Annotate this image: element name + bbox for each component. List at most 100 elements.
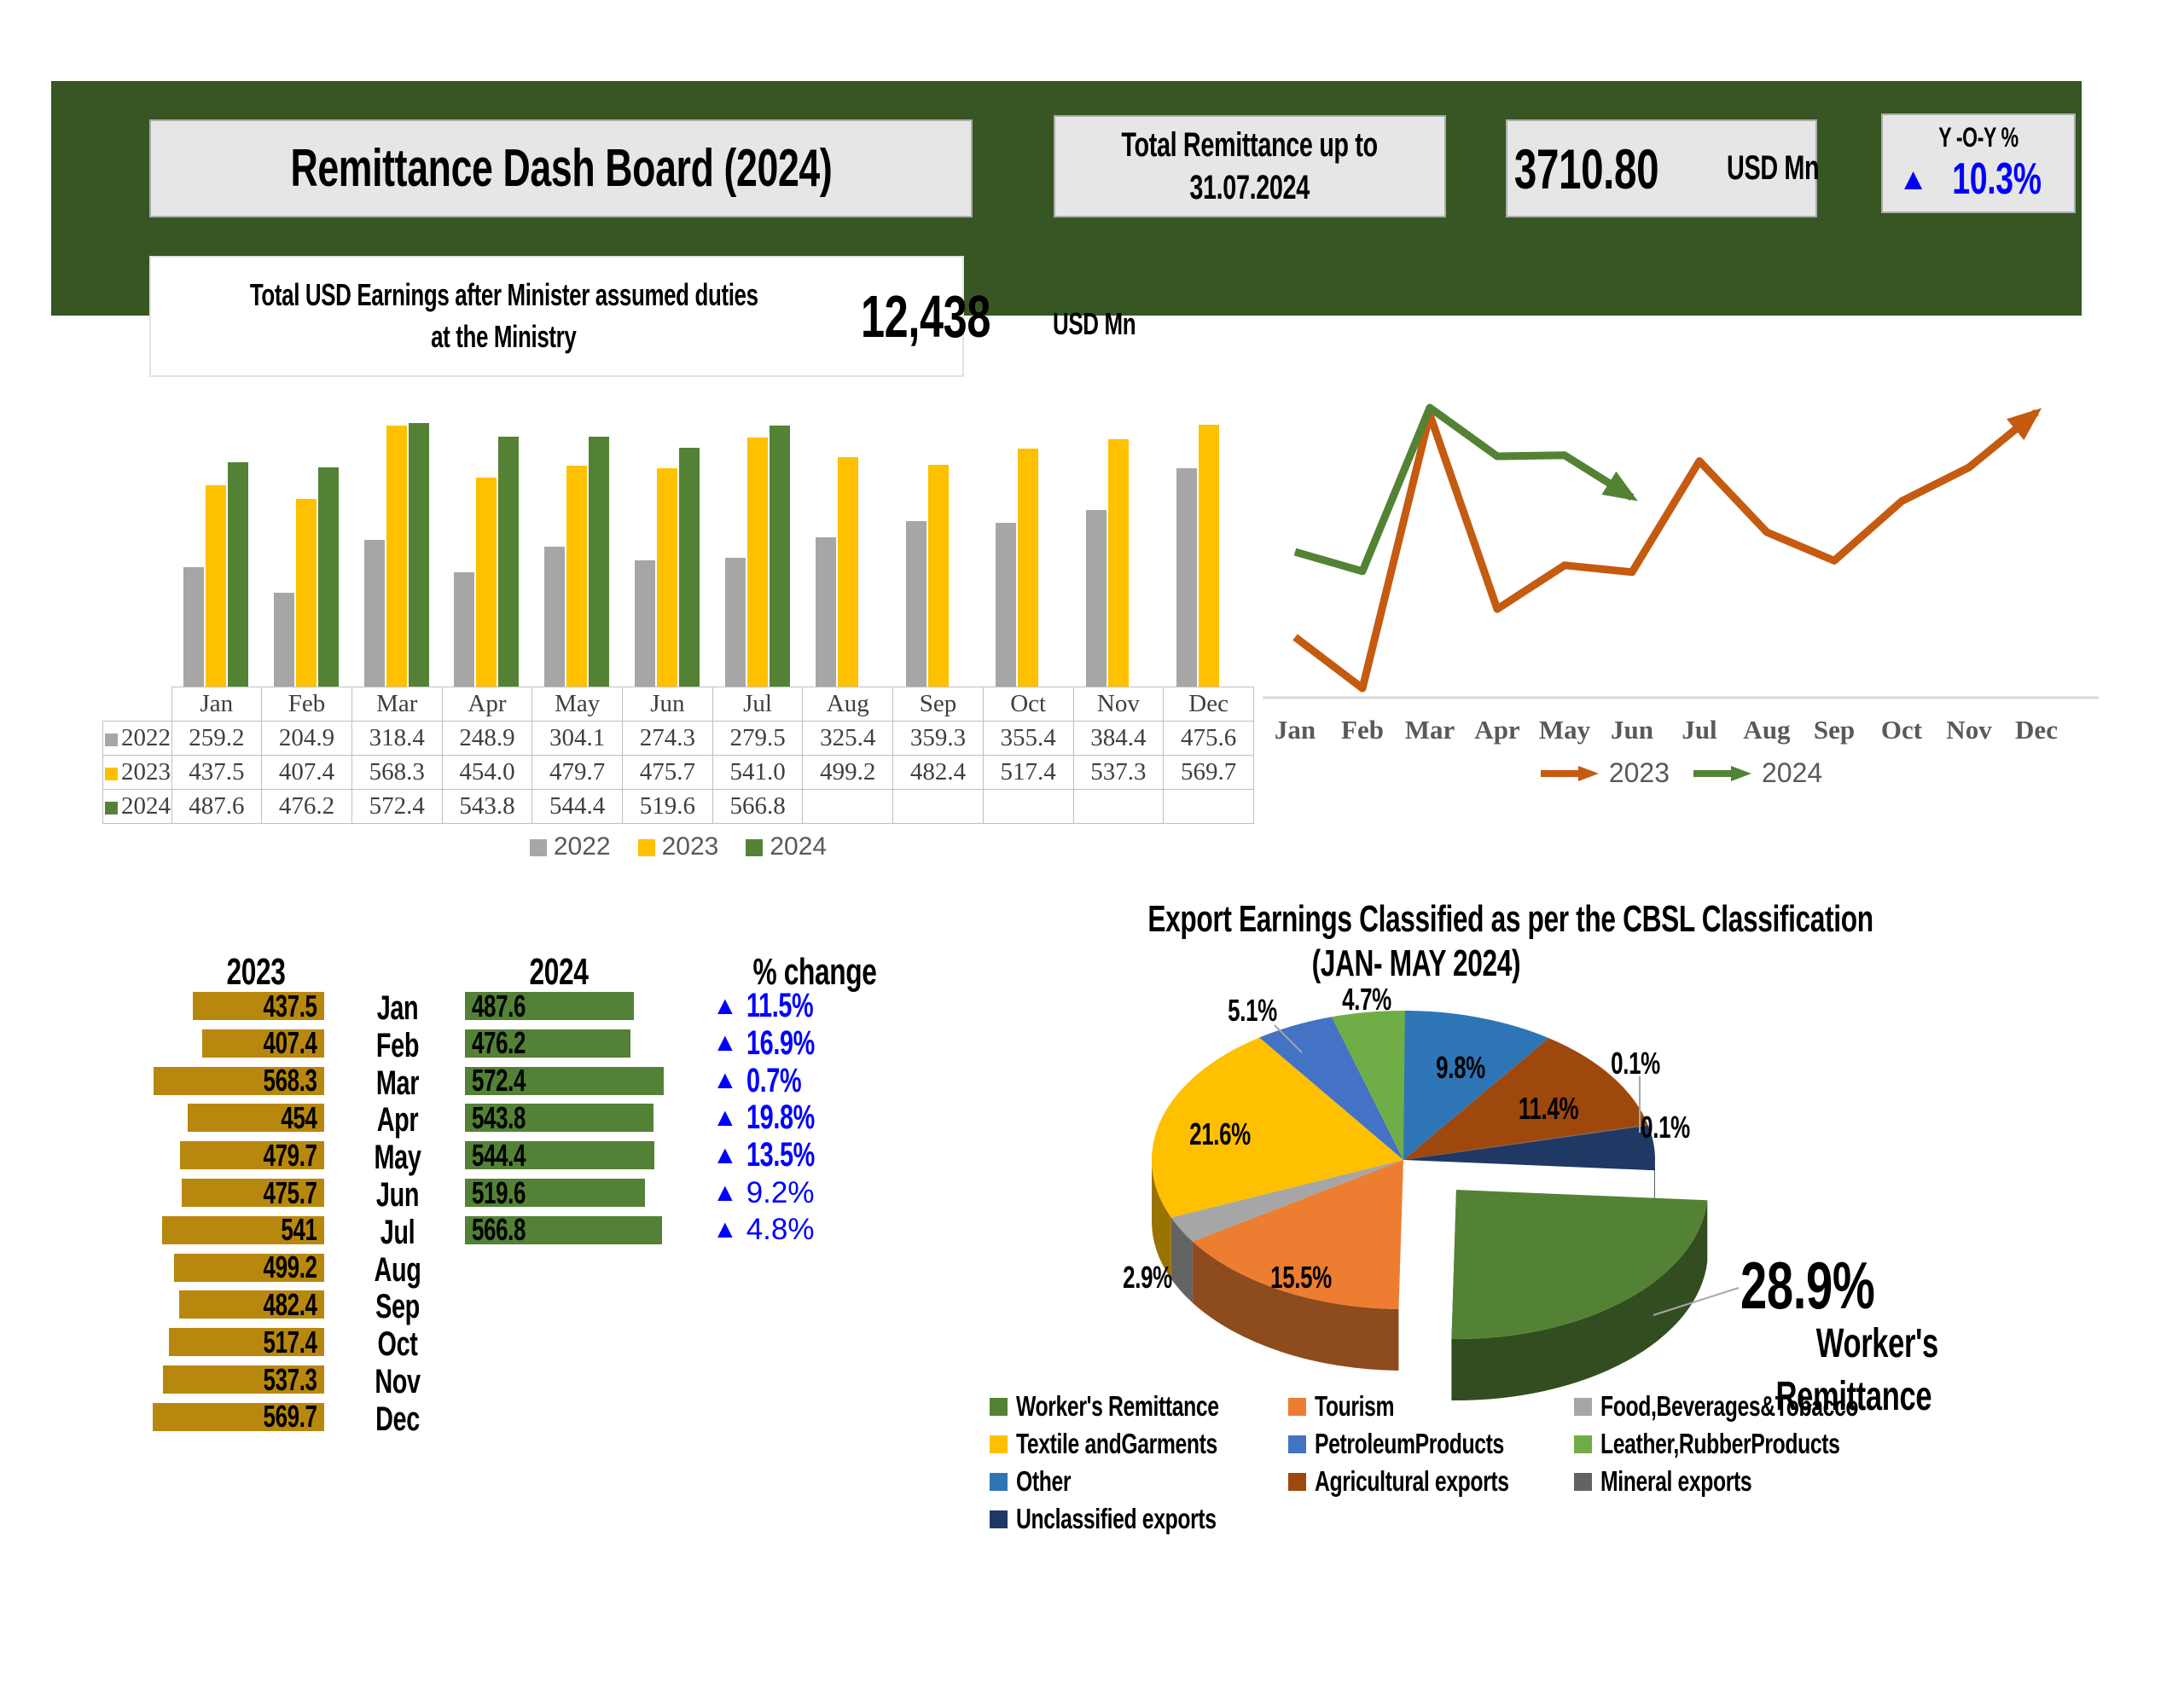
yoy-value: 10.3% [1952,154,2042,204]
table-cell: 304.1 [531,721,624,756]
up-triangle-icon: ▲ [1897,161,1929,196]
table-col-header: Nov [1072,687,1165,722]
pct-change-Jan: ▲ 11.5% [712,987,813,1024]
pct-change-Jul: ▲ 4.8% [712,1213,815,1247]
bar-2024-May [589,436,610,687]
green-bar-Apr: 543.8 [465,1100,654,1135]
comparison-month-Dec: Dec [375,1400,420,1438]
legend-swatch-icon [1288,1435,1306,1453]
legend-arrow-icon [1540,765,1599,781]
total-remittance-label-panel[interactable]: Total Remittance up to 31.07.2024 [1054,115,1446,217]
page-title: Remittance Dash Board (2024) [290,139,832,198]
table-cell: 274.3 [622,721,713,756]
table-cell: 572.4 [351,789,443,824]
table-cell: 537.3 [1072,755,1165,790]
legend-swatch-icon [105,767,118,780]
line-axis-label-Dec: Dec [2015,715,2058,745]
table-cell: 544.4 [531,789,624,824]
table-cell [802,789,894,824]
table-cell: 355.4 [982,721,1074,756]
up-triangle-icon: ▲ [712,1103,738,1132]
legend-swatch-icon [990,1472,1008,1491]
pie-legend-item-Food,Beverages&Tobacco: Food,Beverages&Tobacco [1574,1390,1944,1423]
pie-callout-line1: Worker's [1816,1321,1939,1366]
table-cell: 566.8 [712,789,804,824]
pie-legend-item-Tourism: Tourism [1288,1390,1420,1423]
bar-2024-Jan [227,462,248,687]
bar-2022-Jan [183,567,204,687]
table-col-header: Oct [982,687,1074,722]
legend-swatch-icon [529,839,547,857]
up-triangle-icon: ▲ [712,1178,738,1207]
line-series-2023 [1292,408,2042,693]
gold-bar-Oct: 517.4 [168,1325,324,1359]
line-series-2024 [1293,403,1638,576]
table-corner-cell [102,687,171,722]
pct-change-Mar: ▲ 0.7% [712,1061,801,1099]
table-col-header: Jun [622,687,713,722]
bar-2023-Apr [476,478,497,687]
line-axis-label-Sep: Sep [1813,715,1856,745]
up-triangle-icon: ▲ [712,1215,738,1244]
table-cell: 204.9 [261,721,352,756]
pie-callout-line2: Remittance [1775,1374,1932,1420]
bar-2023-Feb [295,499,317,687]
earnings-unit: USD Mn [1052,306,1136,341]
bar-2024-Apr [498,436,520,687]
yoy-panel[interactable]: Y -O-Y % ▲ 10.3% [1881,113,2076,213]
pie-legend-item-Worker's Remittance: Worker's Remittance [990,1390,1287,1423]
table-row-label: 2023 [102,755,172,790]
gold-bar-Nov: 537.3 [162,1362,324,1397]
pie-legend-item-Leather,RubberProducts: Leather,RubberProducts [1574,1428,1920,1460]
bar-2023-Nov [1108,439,1130,687]
green-bar-May: 544.4 [465,1138,654,1173]
pct-change-Feb: ▲ 16.9% [712,1023,815,1062]
pie-chart-legend: Worker's Remittance Tourism Food,Beverages… [990,1390,2048,1544]
legend-swatch-icon [1288,1397,1306,1416]
monthly-data-table[interactable]: Jan Feb Mar Apr May Jun Jul Aug Sep Oct Nov Dec 2022… [102,687,1254,824]
pie-label-Textile andGarments: 21.6% [1189,1116,1251,1151]
bar-2022-Jun [635,560,656,687]
line-axis-label-Apr: Apr [1474,715,1520,745]
table-cell: 482.4 [892,755,984,790]
gold-bar-Apr: 454 [188,1100,324,1135]
bar-2022-Nov [1086,509,1107,687]
earnings-panel[interactable]: Total USD Earnings after Minister assume… [149,256,1136,377]
pie-title-line2: (JAN- MAY 2024) [1311,942,1521,984]
bar-2024-Jun [679,447,700,687]
gold-bar-Mar: 568.3 [153,1063,324,1098]
legend-swatch-icon [105,801,118,815]
up-triangle-icon: ▲ [712,1066,738,1095]
legend-swatch-icon [746,839,764,857]
yearly-line-chart[interactable] [1263,384,2099,725]
table-cell: 279.5 [712,721,804,756]
comparison-month-Feb: Feb [375,1026,420,1064]
pie-legend-item-Unclassified exports: Unclassified exports [990,1503,1283,1535]
table-cell: 454.0 [441,755,533,790]
monthly-bar-chart[interactable] [102,392,1254,687]
green-bar-Mar: 572.4 [465,1063,664,1098]
bar-2023-Jul [746,438,768,687]
bar-2023-Jun [657,467,678,687]
up-triangle-icon: ▲ [712,991,738,1020]
earnings-value: 12,438 [860,283,990,350]
gold-bar-Jun: 475.7 [181,1175,324,1210]
bar-2023-Dec [1199,424,1220,687]
total-remittance-label-line1: Total Remittance up to [1121,126,1379,164]
total-remittance-value-panel[interactable]: 3710.80 USD Mn [1506,119,1820,217]
bar-2023-May [566,466,588,687]
line-legend-item-2024: 2024 [1692,757,1822,789]
comparison-month-Jul: Jul [380,1213,415,1251]
legend-swatch-icon [990,1435,1008,1453]
legend-item-2024: 2024 [746,832,827,861]
table-row-label: 2022 [102,721,172,756]
legend-swatch-icon [1574,1397,1592,1416]
comparison-month-Jan: Jan [376,989,419,1027]
dashboard-title-panel[interactable]: Remittance Dash Board (2024) [149,119,973,217]
pie-legend-item-Mineral exports: Mineral exports [1574,1465,1802,1498]
bar-2022-Feb [273,592,294,687]
pct-change-May: ▲ 13.5% [712,1136,815,1174]
yoy-comparison-chart[interactable]: 2023 2024 % change 437.5 Jan 487.6 ▲ 11.5% 407.4… [94,951,1015,1480]
bar-2023-Mar [386,425,407,687]
bar-chart-legend: 2022 2023 2024 [102,832,1254,861]
